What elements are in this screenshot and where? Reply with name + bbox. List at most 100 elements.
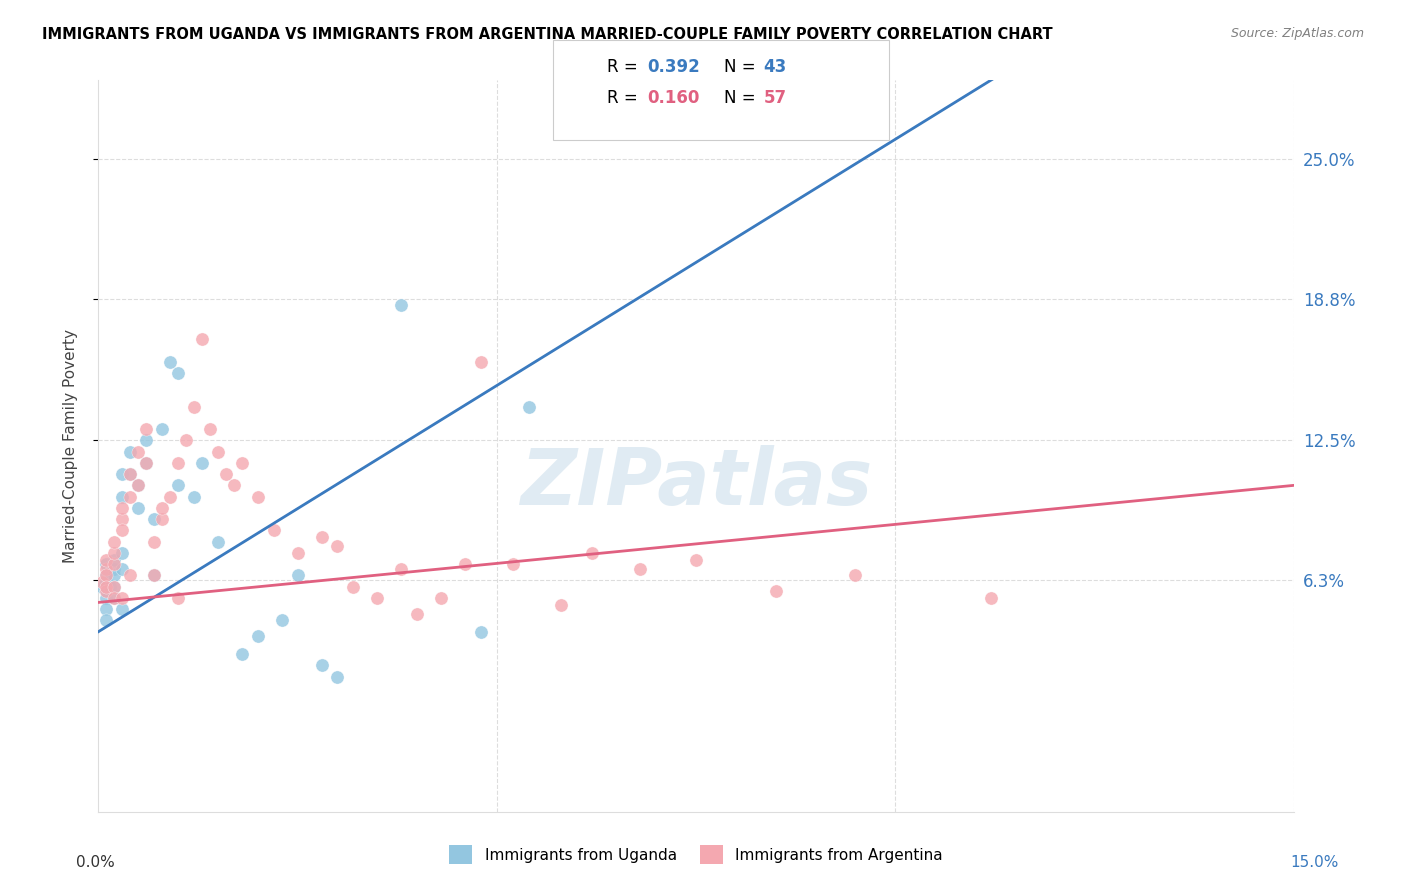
Point bbox=[167, 478, 190, 492]
Point bbox=[167, 366, 190, 380]
Point bbox=[215, 467, 238, 482]
Point bbox=[980, 591, 1002, 605]
Text: IMMIGRANTS FROM UGANDA VS IMMIGRANTS FROM ARGENTINA MARRIED-COUPLE FAMILY POVERT: IMMIGRANTS FROM UGANDA VS IMMIGRANTS FRO… bbox=[42, 27, 1053, 42]
Point bbox=[198, 422, 221, 436]
Point bbox=[127, 500, 149, 515]
Point bbox=[96, 580, 118, 594]
Point bbox=[517, 400, 540, 414]
Point bbox=[454, 557, 477, 571]
Point bbox=[311, 530, 333, 544]
Point bbox=[270, 614, 292, 628]
Point bbox=[470, 624, 492, 639]
Point bbox=[222, 478, 245, 492]
Point bbox=[183, 400, 205, 414]
Point bbox=[159, 490, 181, 504]
Point bbox=[574, 60, 596, 74]
Point bbox=[135, 422, 157, 436]
Point bbox=[103, 568, 125, 582]
Point bbox=[96, 575, 118, 590]
Point bbox=[111, 467, 134, 482]
Text: 15.0%: 15.0% bbox=[1291, 855, 1339, 870]
Point bbox=[143, 568, 166, 582]
Point bbox=[502, 557, 524, 571]
Text: 0.392: 0.392 bbox=[647, 58, 700, 76]
Point bbox=[326, 539, 349, 553]
Point bbox=[96, 562, 118, 576]
Text: Source: ZipAtlas.com: Source: ZipAtlas.com bbox=[1230, 27, 1364, 40]
Point bbox=[96, 614, 118, 628]
Text: R =: R = bbox=[607, 58, 644, 76]
Legend: Immigrants from Uganda, Immigrants from Argentina: Immigrants from Uganda, Immigrants from … bbox=[443, 839, 949, 870]
Text: 43: 43 bbox=[763, 58, 787, 76]
Point bbox=[167, 456, 190, 470]
Point bbox=[111, 602, 134, 616]
Text: 0.160: 0.160 bbox=[647, 89, 699, 107]
Text: N =: N = bbox=[724, 58, 761, 76]
Point bbox=[581, 546, 603, 560]
Point bbox=[96, 591, 118, 605]
Point bbox=[111, 512, 134, 526]
Point bbox=[263, 524, 285, 538]
Point bbox=[389, 562, 412, 576]
Text: N =: N = bbox=[724, 89, 761, 107]
Point bbox=[389, 298, 412, 312]
Point bbox=[246, 490, 269, 504]
Point bbox=[103, 557, 125, 571]
Point bbox=[120, 490, 142, 504]
Point bbox=[135, 456, 157, 470]
Point bbox=[103, 546, 125, 560]
Point bbox=[287, 568, 309, 582]
Point bbox=[159, 354, 181, 368]
Point bbox=[103, 552, 125, 566]
Point bbox=[143, 534, 166, 549]
Point bbox=[135, 456, 157, 470]
Point bbox=[111, 546, 134, 560]
Point bbox=[111, 490, 134, 504]
Text: ZIPatlas: ZIPatlas bbox=[520, 444, 872, 521]
Point bbox=[96, 568, 118, 582]
Point bbox=[96, 557, 118, 571]
Point bbox=[120, 467, 142, 482]
Point bbox=[685, 552, 707, 566]
Point bbox=[207, 444, 229, 458]
Point bbox=[96, 602, 118, 616]
Text: 0.0%: 0.0% bbox=[76, 855, 115, 870]
Point bbox=[287, 546, 309, 560]
Point bbox=[844, 568, 866, 582]
Point bbox=[150, 422, 173, 436]
Point bbox=[191, 456, 214, 470]
Point bbox=[96, 568, 118, 582]
Point bbox=[470, 354, 492, 368]
Point bbox=[628, 562, 651, 576]
Point bbox=[96, 584, 118, 599]
Point bbox=[103, 580, 125, 594]
Point bbox=[191, 332, 214, 346]
Point bbox=[111, 562, 134, 576]
Point bbox=[231, 456, 253, 470]
Point bbox=[127, 478, 149, 492]
Point bbox=[167, 591, 190, 605]
Point bbox=[574, 91, 596, 105]
Y-axis label: Married-Couple Family Poverty: Married-Couple Family Poverty bbox=[63, 329, 77, 563]
Point bbox=[127, 478, 149, 492]
Text: R =: R = bbox=[607, 89, 644, 107]
Point bbox=[366, 591, 388, 605]
Point bbox=[174, 434, 197, 448]
Point bbox=[120, 444, 142, 458]
Point bbox=[103, 591, 125, 605]
Point bbox=[103, 534, 125, 549]
Point bbox=[111, 591, 134, 605]
Point bbox=[311, 658, 333, 673]
Point bbox=[143, 568, 166, 582]
Point bbox=[127, 444, 149, 458]
Text: 57: 57 bbox=[763, 89, 786, 107]
Point bbox=[96, 584, 118, 599]
Point bbox=[550, 598, 572, 612]
Point bbox=[326, 670, 349, 684]
Point bbox=[246, 629, 269, 643]
Point bbox=[143, 512, 166, 526]
Point bbox=[111, 524, 134, 538]
Point bbox=[111, 500, 134, 515]
Point bbox=[103, 591, 125, 605]
Point bbox=[342, 580, 364, 594]
